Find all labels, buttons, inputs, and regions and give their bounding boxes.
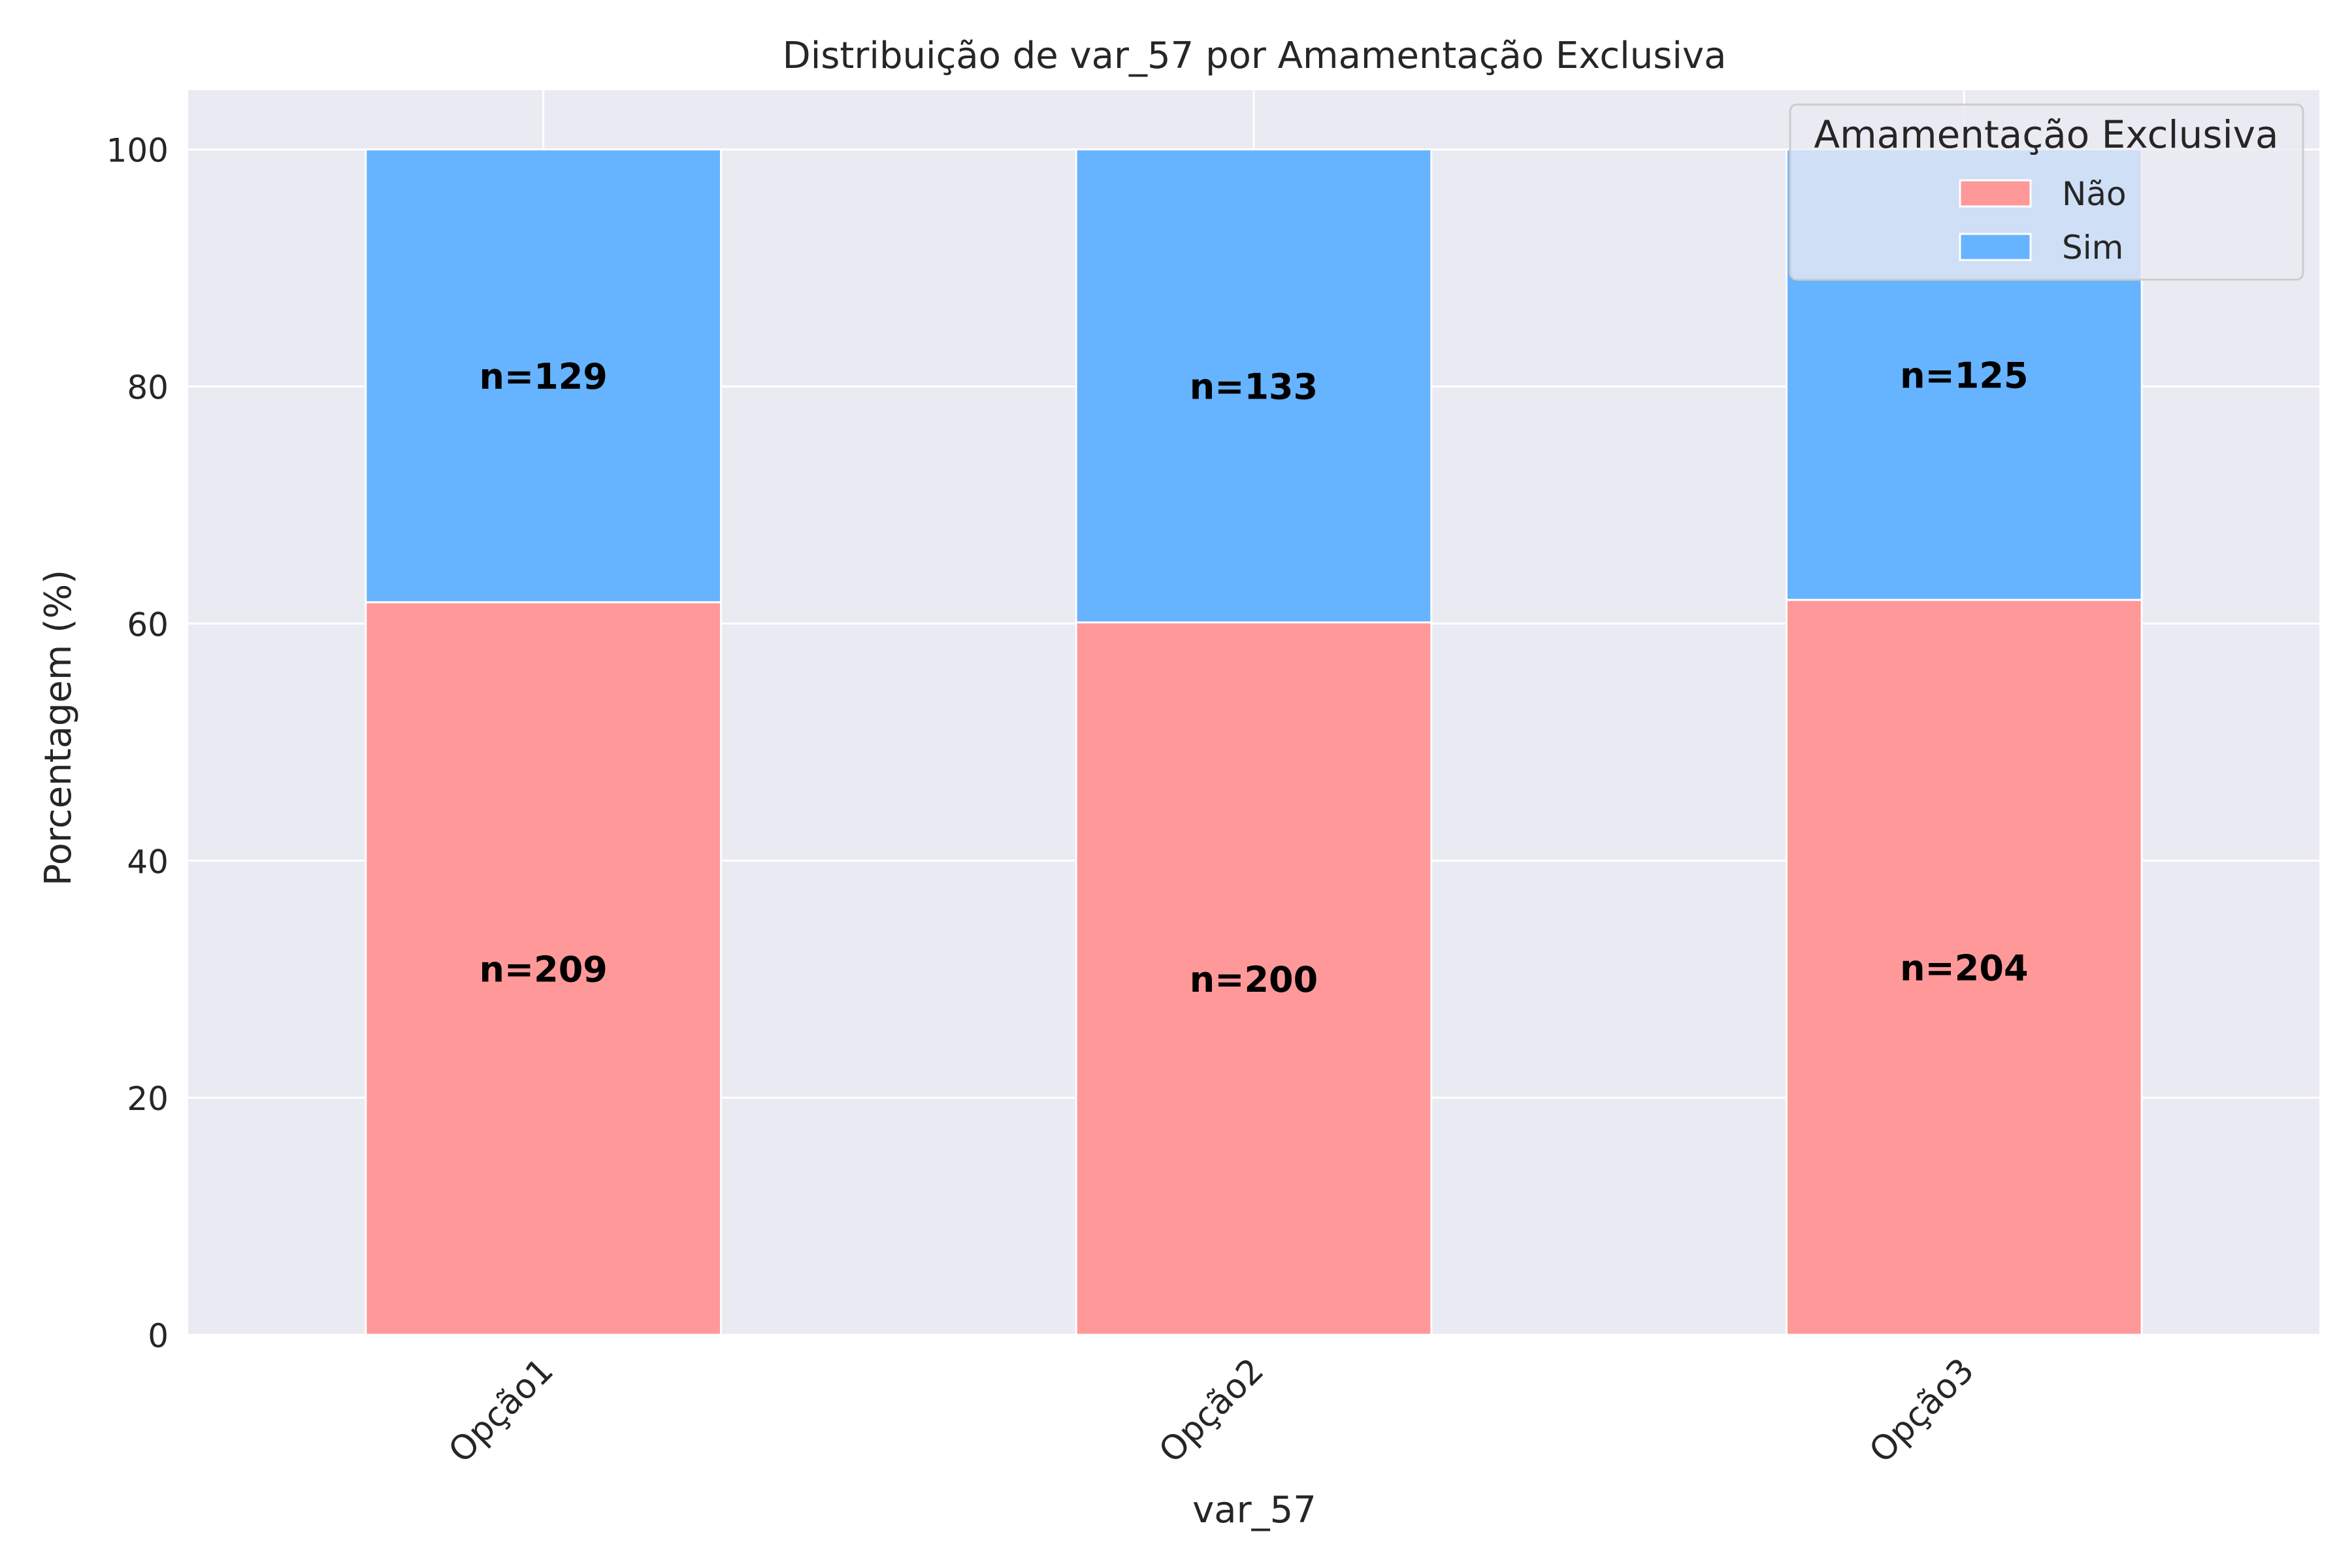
legend-items: Não Sim: [1959, 175, 2127, 267]
bar: [1075, 148, 1433, 624]
bar: [1075, 621, 1433, 1336]
bar: [365, 601, 722, 1336]
bar-count-label: n=125: [1900, 355, 2028, 396]
chart-title: Distribuição de var_57 por Amamentação E…: [783, 35, 1727, 77]
bar-count-label: n=200: [1190, 959, 1318, 1000]
legend-title: Amamentação Exclusiva: [1814, 112, 2278, 157]
legend-label: Sim: [2062, 229, 2123, 267]
x-axis-label: var_57: [1192, 1489, 1316, 1531]
y-tick-label: 20: [127, 1080, 169, 1118]
bar: [1786, 598, 2143, 1336]
legend-swatch: [1959, 233, 2032, 261]
bar-labels: n=209 n=200 n=204 n=129 n=133 n=125: [479, 355, 2028, 1000]
legend: Amamentação Exclusiva Não Sim: [1789, 103, 2304, 281]
bars: [365, 148, 2143, 1336]
bar-count-label: n=133: [1190, 367, 1318, 408]
bar-count-label: n=204: [1900, 948, 2028, 989]
y-tick-label: 0: [148, 1317, 169, 1355]
y-axis: 0 20 40 60 80 100: [106, 132, 169, 1355]
y-tick-label: 100: [106, 132, 169, 170]
y-tick-label: 40: [127, 843, 169, 881]
bar-count-label: n=129: [479, 356, 607, 397]
y-axis-label: Porcentagem (%): [37, 570, 80, 886]
bar-count-label: n=209: [479, 949, 607, 990]
y-tick-label: 60: [127, 606, 169, 644]
legend-swatch: [1959, 179, 2032, 208]
legend-box: [1789, 103, 2304, 281]
legend-label: Não: [2062, 175, 2127, 213]
y-tick-label: 80: [127, 369, 169, 407]
bar: [365, 148, 722, 604]
